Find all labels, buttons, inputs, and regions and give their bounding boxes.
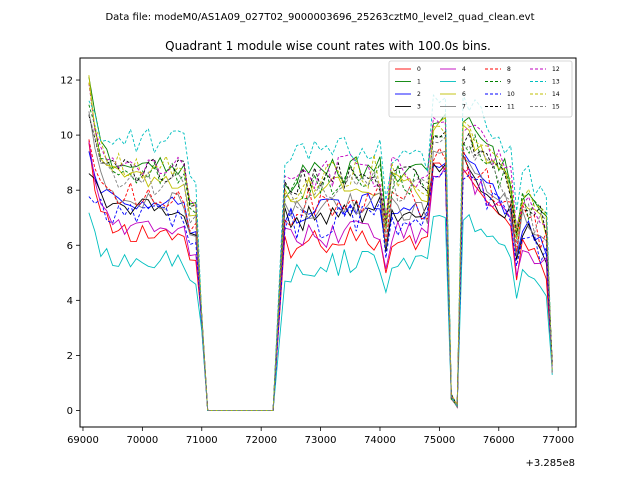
series-line-3 bbox=[88, 154, 553, 411]
series-line-14 bbox=[88, 82, 553, 411]
x-tick-label: 72000 bbox=[245, 435, 277, 446]
legend-label-13: 13 bbox=[552, 79, 560, 86]
legend-label-7: 7 bbox=[462, 104, 466, 111]
y-tick-label: 8 bbox=[67, 186, 73, 197]
series-line-15 bbox=[88, 113, 553, 411]
x-tick-label: 75000 bbox=[423, 435, 455, 446]
legend-label-8: 8 bbox=[507, 66, 511, 73]
legend-label-4: 4 bbox=[462, 66, 466, 73]
x-tick-label: 77000 bbox=[542, 435, 574, 446]
y-tick-label: 4 bbox=[67, 296, 73, 307]
y-tick-label: 12 bbox=[60, 76, 73, 87]
series-line-4 bbox=[88, 140, 553, 411]
legend-label-14: 14 bbox=[552, 91, 560, 98]
legend-label-15: 15 bbox=[552, 104, 560, 111]
x-tick-label: 71000 bbox=[186, 435, 218, 446]
series-line-12 bbox=[88, 83, 553, 411]
y-tick-label: 0 bbox=[67, 406, 73, 417]
x-tick-label: 73000 bbox=[305, 435, 337, 446]
series-line-6 bbox=[88, 75, 553, 411]
chart-suptitle: Data file: modeM0/AS1A09_027T02_90000036… bbox=[105, 12, 534, 23]
legend-label-12: 12 bbox=[552, 66, 560, 73]
legend-label-2: 2 bbox=[417, 91, 421, 98]
x-tick-label: 76000 bbox=[483, 435, 515, 446]
legend-label-5: 5 bbox=[462, 79, 466, 86]
y-axis: 0 2 4 6 8 10 12 bbox=[60, 76, 80, 417]
x-tick-label: 70000 bbox=[126, 435, 158, 446]
legend-label-1: 1 bbox=[417, 79, 421, 86]
y-tick-label: 10 bbox=[60, 131, 73, 142]
plot-frame bbox=[79, 57, 577, 428]
series-line-9 bbox=[88, 104, 553, 411]
legend-label-0: 0 bbox=[417, 66, 421, 73]
legend-label-6: 6 bbox=[462, 91, 466, 98]
series-line-5 bbox=[88, 212, 553, 411]
series-line-10 bbox=[88, 169, 553, 411]
legend-label-10: 10 bbox=[507, 91, 515, 98]
x-tick-label: 69000 bbox=[67, 435, 99, 446]
x-offset-label: +3.285e8 bbox=[525, 458, 575, 469]
chart-title: Quadrant 1 module wise count rates with … bbox=[165, 39, 491, 53]
legend-label-11: 11 bbox=[507, 104, 515, 111]
x-axis: 69000 70000 71000 72000 73000 74000 75000 76000… bbox=[67, 427, 574, 446]
legend-label-3: 3 bbox=[417, 104, 421, 111]
x-tick-label: 74000 bbox=[364, 435, 396, 446]
series-line-8 bbox=[88, 139, 553, 411]
series-line-11 bbox=[88, 114, 553, 411]
series-layer bbox=[88, 75, 553, 411]
y-tick-label: 6 bbox=[67, 241, 73, 252]
legend-label-9: 9 bbox=[507, 79, 511, 86]
series-line-13 bbox=[88, 93, 553, 411]
legend-frame bbox=[388, 60, 573, 118]
y-tick-label: 2 bbox=[67, 351, 73, 362]
